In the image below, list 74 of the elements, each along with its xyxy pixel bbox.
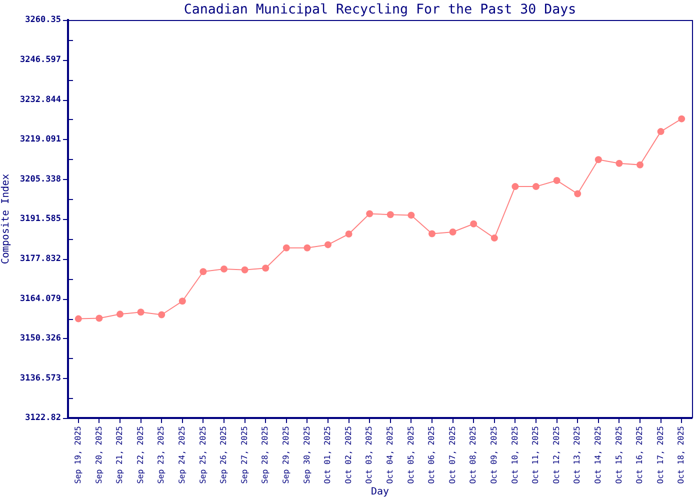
point [178, 298, 186, 305]
point [366, 210, 374, 218]
x-tick-label: Sep 25, 2025 [198, 426, 208, 484]
point [220, 266, 228, 273]
point [345, 230, 352, 238]
point [386, 211, 394, 218]
point [636, 161, 644, 168]
x-tick-label: Sep 19, 2025 [73, 426, 82, 484]
point [490, 234, 498, 242]
x-tick-label: Sep 20, 2025 [94, 426, 104, 484]
x-tick-label: Oct 10, 2025 [510, 426, 520, 484]
point [428, 230, 436, 238]
point [74, 315, 82, 322]
point [200, 268, 207, 276]
point [616, 160, 623, 167]
x-tick-label: Sep 22, 2025 [136, 426, 145, 484]
x-tick-label: Oct 04, 2025 [385, 426, 394, 484]
y-axis-title: Composite Index [0, 174, 12, 264]
x-tick-label: Oct 14, 2025 [593, 426, 602, 484]
chart-title: Canadian Municipal Recycling For the Past 30 Days [184, 2, 576, 18]
point [470, 220, 478, 228]
x-tick-label: Oct 05, 2025 [406, 426, 416, 484]
x-tick-label: Oct 08, 2025 [468, 426, 478, 484]
x-tick-label: Oct 02, 2025 [344, 426, 353, 484]
x-tick-label: Oct 03, 2025 [364, 426, 374, 484]
point [96, 314, 103, 322]
point [678, 115, 686, 122]
y-tick-label: 3191.585 [20, 214, 61, 224]
x-tick-label: Oct 15, 2025 [614, 426, 624, 484]
point [449, 228, 456, 236]
x-tick-label: Sep 29, 2025 [281, 426, 290, 484]
y-tick-label: 3219.091 [20, 134, 61, 145]
point [262, 264, 270, 272]
x-tick-label: Sep 24, 2025 [177, 426, 186, 484]
y-tick-label: 3164.079 [20, 294, 61, 304]
y-tick-label: 3122.82 [25, 413, 61, 424]
y-tick-label: 3205.338 [20, 174, 61, 184]
point [282, 244, 290, 252]
x-tick-label: Sep 23, 2025 [156, 426, 166, 484]
x-tick-label: Oct 13, 2025 [572, 426, 582, 484]
x-tick-label: Sep 28, 2025 [260, 426, 270, 484]
point [137, 308, 144, 316]
point [532, 183, 540, 190]
x-tick-label: Oct 18, 2025 [676, 426, 686, 484]
x-tick-label: Sep 21, 2025 [115, 426, 124, 484]
point [594, 156, 602, 164]
x-tick-label: Sep 27, 2025 [240, 426, 249, 484]
point [408, 212, 415, 219]
y-tick-label: 3232.844 [20, 94, 61, 105]
x-tick-label: Oct 09, 2025 [489, 426, 498, 484]
y-tick-label: 3246.597 [20, 55, 61, 66]
y-tick-label: 3136.573 [20, 373, 61, 384]
point [512, 183, 519, 190]
x-tick-label: Oct 17, 2025 [656, 426, 665, 484]
y-tick-label: 3150.326 [20, 334, 61, 344]
point [657, 128, 664, 136]
y-tick-label: 3260.35 [25, 15, 61, 26]
point [304, 244, 311, 252]
x-tick-label: Sep 30, 2025 [302, 426, 312, 484]
x-tick-label: Oct 07, 2025 [448, 426, 457, 484]
y-tick-label: 3177.832 [20, 254, 61, 264]
x-tick-label: Oct 01, 2025 [323, 426, 332, 484]
x-tick-label: Oct 12, 2025 [552, 426, 561, 484]
point [574, 190, 582, 198]
point [116, 310, 124, 318]
point [553, 176, 560, 184]
x-tick-label: Sep 26, 2025 [219, 426, 228, 484]
x-axis-title: Day [370, 486, 390, 498]
x-tick-label: Oct 11, 2025 [531, 426, 540, 484]
point [158, 311, 166, 318]
point [324, 241, 332, 248]
x-tick-label: Oct 06, 2025 [427, 426, 436, 484]
point [241, 266, 248, 274]
x-tick-label: Oct 16, 2025 [635, 426, 644, 484]
